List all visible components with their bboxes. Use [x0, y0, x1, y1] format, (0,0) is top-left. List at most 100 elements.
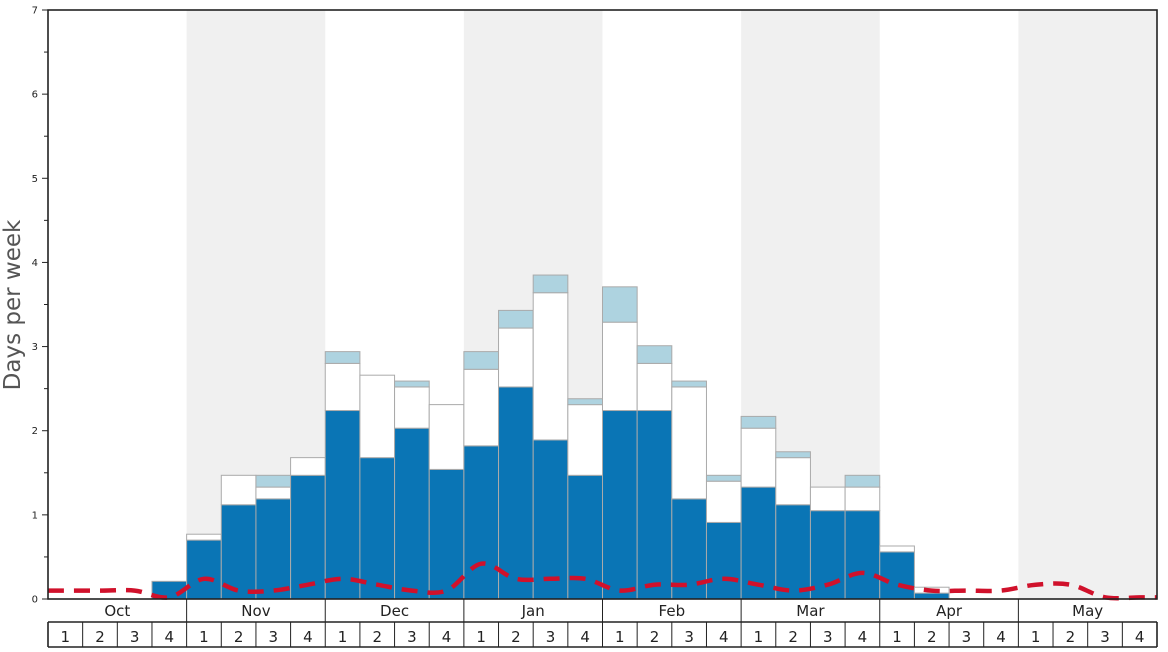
- bar-segment: [324, 410, 361, 600]
- y-tick-label: 1: [32, 510, 38, 521]
- bar-segment: [255, 474, 292, 488]
- bar-segment: [428, 404, 465, 470]
- week-label: 1: [199, 628, 209, 646]
- month-label: Jan: [521, 602, 545, 620]
- month-label: Feb: [659, 602, 686, 620]
- bar-segment: [567, 398, 603, 406]
- week-row: 1 2 3 4 1 2 3 4 1 2 3 4 1 2 3 4 1 2 3 4 1 2 3 4 1 2 3 4 1 2 3 4: [47, 621, 1158, 648]
- y-tick-label: 4: [32, 258, 38, 269]
- bar-segment: [255, 486, 292, 500]
- dashed-line: [48, 561, 1157, 601]
- week-label: 4: [858, 628, 868, 646]
- bar-segment: [671, 380, 707, 388]
- week-label: 1: [338, 628, 348, 646]
- dashed-line-layer: [48, 561, 1157, 601]
- bar-segment: [602, 321, 638, 412]
- week-label: 2: [1066, 628, 1076, 646]
- bar-segment: [220, 474, 257, 506]
- bar-segment: [290, 474, 326, 600]
- y-axis: 0 1 2 3 4 5 6 7: [32, 6, 48, 606]
- bar-segment: [775, 457, 811, 506]
- bar-segment: [394, 380, 430, 388]
- bar-segment: [394, 427, 430, 600]
- week-label: 3: [823, 628, 833, 646]
- bar-segment: [879, 545, 915, 553]
- week-label: 3: [407, 628, 417, 646]
- week-label: 1: [476, 628, 486, 646]
- bar-segment: [775, 504, 811, 600]
- bar-segment: [671, 386, 707, 500]
- bar-segment: [463, 368, 500, 447]
- bar-segment: [809, 486, 846, 512]
- bar-segment: [913, 592, 950, 600]
- y-tick-label: 2: [32, 426, 38, 437]
- bar-segment: [844, 486, 881, 512]
- week-label: 4: [996, 628, 1006, 646]
- month-row: Oct Nov Dec Jan Feb Mar Apr May: [104, 599, 1103, 622]
- bar-segment: [567, 404, 603, 476]
- month-label: Dec: [380, 602, 409, 620]
- week-label: 4: [442, 628, 452, 646]
- bar-segment: [359, 457, 396, 600]
- bar-segment: [705, 474, 742, 482]
- week-label: 2: [511, 628, 521, 646]
- bar-segment: [879, 551, 915, 600]
- bar-segment: [255, 498, 292, 600]
- week-label: 3: [1100, 628, 1110, 646]
- month-label: May: [1072, 602, 1103, 620]
- bar-segment: [602, 410, 638, 600]
- y-axis-label: Days per week: [0, 219, 26, 390]
- bar-segment: [740, 486, 777, 600]
- bar-segment: [498, 327, 534, 388]
- week-label: 1: [754, 628, 764, 646]
- bar-segment: [532, 292, 569, 441]
- week-label: 2: [788, 628, 798, 646]
- bar-segment: [705, 480, 742, 523]
- week-label: 2: [927, 628, 937, 646]
- week-label: 3: [268, 628, 278, 646]
- week-label: 2: [95, 628, 105, 646]
- week-label: 4: [1135, 628, 1145, 646]
- week-label: 4: [719, 628, 729, 646]
- week-label: 1: [892, 628, 902, 646]
- bar-segment: [186, 539, 222, 600]
- week-label: 4: [303, 628, 313, 646]
- y-tick-label: 5: [32, 174, 38, 185]
- week-label: 1: [615, 628, 625, 646]
- bar-segment: [775, 451, 811, 459]
- bar-segment: [636, 345, 673, 364]
- week-label: 2: [234, 628, 244, 646]
- month-shade-may: [1018, 10, 1157, 599]
- bar-segment: [705, 521, 742, 600]
- bar-segment: [498, 309, 534, 329]
- month-label: Oct: [104, 602, 130, 620]
- week-label: 3: [684, 628, 694, 646]
- week-label: 3: [962, 628, 972, 646]
- week-label: 4: [580, 628, 590, 646]
- week-label: 4: [165, 628, 175, 646]
- bar-segment: [359, 374, 396, 459]
- bar-segment: [463, 445, 500, 600]
- week-label: 1: [61, 628, 71, 646]
- bar-segment: [532, 274, 569, 294]
- month-label: Apr: [936, 602, 963, 620]
- week-label: 2: [372, 628, 382, 646]
- bar-segment: [844, 474, 881, 488]
- bar-segment: [740, 427, 777, 488]
- bar-segment: [463, 351, 500, 370]
- bar-segment: [636, 410, 673, 600]
- bar-segment: [602, 286, 638, 323]
- week-label: 3: [546, 628, 556, 646]
- bar-segment: [498, 386, 534, 600]
- week-label: 2: [650, 628, 660, 646]
- bar-segment: [324, 362, 361, 412]
- bar-segment: [428, 468, 465, 600]
- month-label: Mar: [796, 602, 825, 620]
- y-tick-label: 6: [32, 90, 38, 101]
- bar-segment: [532, 439, 569, 600]
- bar-segment: [636, 362, 673, 412]
- bar-segment: [844, 510, 881, 600]
- bar-segment: [324, 351, 361, 364]
